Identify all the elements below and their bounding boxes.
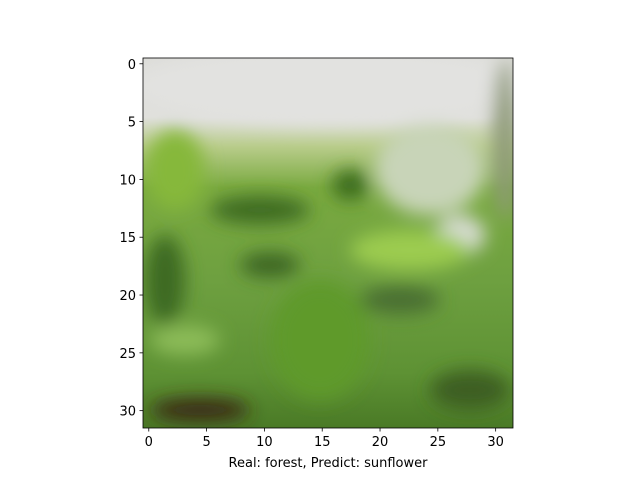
image [143, 58, 513, 428]
y-tick-label: 15 [119, 231, 136, 246]
x-tick-label: 30 [487, 435, 504, 450]
x-tick-label: 5 [202, 435, 210, 450]
y-tick-label: 30 [119, 405, 136, 420]
axes-frame [142, 57, 514, 429]
y-tick-label: 25 [119, 347, 136, 362]
y-tick-label: 20 [119, 289, 136, 304]
y-tick-label: 0 [128, 58, 136, 73]
x-axis-label: Real: forest, Predict: sunflower [229, 456, 429, 471]
x-tick-label: 0 [145, 435, 153, 450]
y-tick-label: 10 [119, 173, 136, 188]
x-tick-label: 15 [314, 435, 331, 450]
y-tick-label: 5 [128, 116, 136, 131]
x-tick-label: 25 [430, 435, 447, 450]
x-tick-label: 10 [256, 435, 273, 450]
x-tick-label: 20 [372, 435, 389, 450]
